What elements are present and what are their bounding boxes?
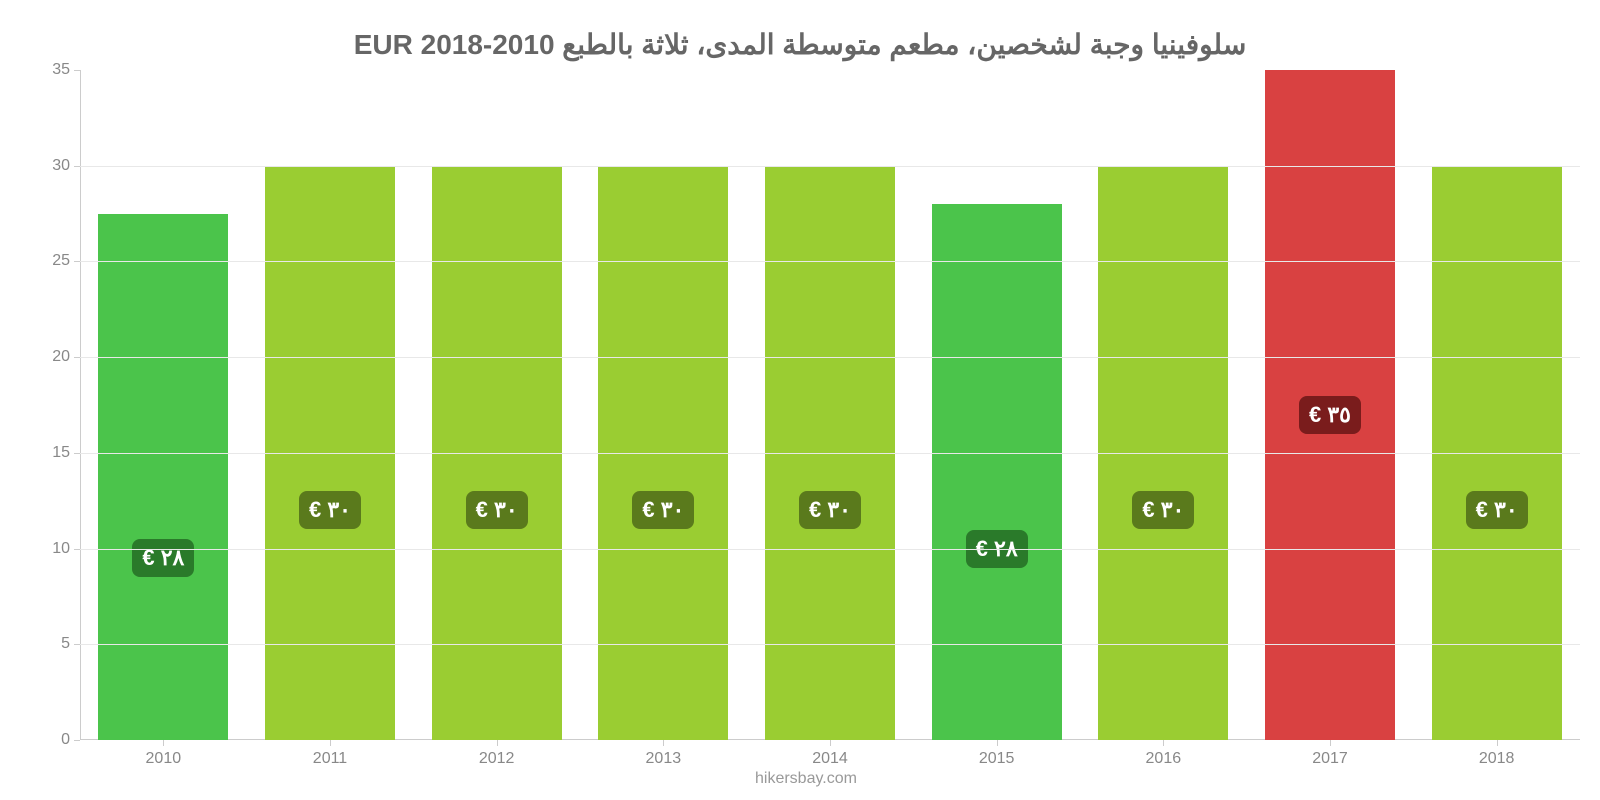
y-tick-label: 20 <box>40 348 80 366</box>
bar-value-badge: ٣٠ € <box>466 491 528 529</box>
gridline <box>80 357 1580 358</box>
chart-source-label: hikersbay.com <box>755 770 857 788</box>
bar-value-badge: ٣٠ € <box>299 491 361 529</box>
chart-container: سلوفينيا وجبة لشخصين، مطعم متوسطة المدى،… <box>0 0 1600 800</box>
x-tick-label: 2012 <box>479 740 515 768</box>
y-tick-label: 0 <box>40 731 80 749</box>
bar-value-badge: ٣٠ € <box>799 491 861 529</box>
bar-value-badge: ٣٠ € <box>1132 491 1194 529</box>
x-tick-label: 2013 <box>646 740 682 768</box>
bars-layer: ٢٨ € ٣٠ € ٣٠ € ٣٠ € ٣٠ € ٢٨ € ٣٠ € ٣٥ € ٣٠ € <box>80 70 1580 740</box>
bar-value-badge: ٣٠ € <box>632 491 694 529</box>
gridline <box>80 644 1580 645</box>
gridline <box>80 261 1580 262</box>
x-tick-label: 2017 <box>1312 740 1348 768</box>
y-tick-label: 30 <box>40 157 80 175</box>
gridline <box>80 453 1580 454</box>
x-tick-label: 2015 <box>979 740 1015 768</box>
chart-bar: ٣٥ € <box>1265 70 1395 740</box>
y-tick-label: 25 <box>40 252 80 270</box>
y-tick-label: 15 <box>40 444 80 462</box>
bar-value-badge: ٣٥ € <box>1299 396 1361 434</box>
bar-value-badge: ٣٠ € <box>1466 491 1528 529</box>
chart-plot-area: ٢٨ €٣٠ €٣٠ €٣٠ €٣٠ €٢٨ €٣٠ €٣٥ €٣٠ € 051… <box>80 70 1580 740</box>
chart-title: سلوفينيا وجبة لشخصين، مطعم متوسطة المدى،… <box>0 28 1600 61</box>
x-tick-label: 2014 <box>812 740 848 768</box>
x-tick-label: 2016 <box>1146 740 1182 768</box>
y-tick-label: 10 <box>40 540 80 558</box>
gridline <box>80 166 1580 167</box>
x-tick-label: 2018 <box>1479 740 1515 768</box>
y-tick-label: 35 <box>40 61 80 79</box>
bar-value-badge: ٢٨ € <box>132 539 194 577</box>
x-tick-label: 2010 <box>146 740 182 768</box>
gridline <box>80 549 1580 550</box>
y-tick-label: 5 <box>40 635 80 653</box>
x-tick-label: 2011 <box>313 740 347 768</box>
chart-bar: ٢٨ € <box>98 214 228 740</box>
chart-bar: ٢٨ € <box>932 204 1062 740</box>
